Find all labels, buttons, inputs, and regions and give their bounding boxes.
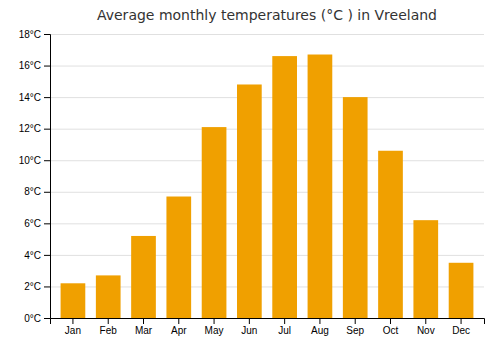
- x-axis: Jan Feb Mar Apr May Jun Jul Aug Sep Oct Nov Dec: [51, 318, 485, 336]
- x-tick-line: [143, 318, 144, 324]
- x-tick-label: Jan: [65, 325, 81, 336]
- axis-domain: [44, 35, 51, 319]
- y-tick: 0°C: [24, 313, 50, 324]
- y-tick-line: [44, 66, 50, 67]
- x-tick: Feb: [100, 318, 118, 336]
- x-tick-line: [284, 318, 285, 324]
- x-tick: Mar: [135, 318, 153, 336]
- grid-tick: [50, 129, 484, 130]
- grid-tick: [50, 160, 484, 161]
- y-tick: 6°C: [24, 218, 50, 229]
- bar: [131, 236, 156, 318]
- y-tick-line: [44, 286, 50, 287]
- x-tick: Sep: [346, 318, 364, 336]
- grid-line: [50, 160, 484, 161]
- y-tick-line: [44, 223, 50, 224]
- grid-tick: [50, 97, 484, 98]
- bar: [413, 220, 438, 318]
- x-tick-line: [461, 318, 462, 324]
- grid-line: [50, 66, 484, 67]
- x-tick-line: [425, 318, 426, 324]
- y-tick: 10°C: [19, 155, 50, 166]
- y-tick-label: 0°C: [24, 313, 41, 324]
- plot: 0°C 2°C 4°C 6°C 8°C 10°C 12°C 14°C 16°C 18°C Jan Fe…: [19, 29, 485, 336]
- grid-line: [50, 192, 484, 193]
- x-tick-line: [390, 318, 391, 324]
- x-tick: Jul: [278, 318, 291, 336]
- y-tick-label: 16°C: [19, 60, 41, 71]
- grid-tick: [50, 192, 484, 193]
- grid-line: [50, 34, 484, 35]
- x-tick-line: [249, 318, 250, 324]
- bar: [378, 151, 403, 318]
- x-tick-label: Feb: [100, 325, 118, 336]
- x-tick: Jun: [241, 318, 257, 336]
- x-tick-label: Nov: [417, 325, 435, 336]
- y-tick-label: 8°C: [24, 186, 41, 197]
- bar: [272, 56, 297, 318]
- y-tick: 18°C: [19, 29, 50, 40]
- x-tick-line: [178, 318, 179, 324]
- y-tick: 8°C: [24, 186, 50, 197]
- x-tick-line: [214, 318, 215, 324]
- x-tick-label: Jul: [278, 325, 291, 336]
- y-tick-line: [44, 34, 50, 35]
- x-tick: May: [205, 318, 224, 336]
- x-tick: Apr: [171, 318, 187, 336]
- bars: [61, 55, 474, 318]
- x-tick-line: [319, 318, 320, 324]
- bar: [308, 55, 333, 318]
- x-tick-label: May: [205, 325, 224, 336]
- bar: [449, 263, 474, 318]
- x-tick-label: Jun: [241, 325, 257, 336]
- x-tick-label: Oct: [383, 325, 399, 336]
- bar: [237, 84, 262, 318]
- x-tick-label: Mar: [135, 325, 153, 336]
- y-tick-line: [44, 192, 50, 193]
- y-tick-label: 10°C: [19, 155, 41, 166]
- bar: [166, 197, 191, 318]
- y-tick-label: 12°C: [19, 123, 41, 134]
- y-tick: 4°C: [24, 250, 50, 261]
- x-tick-line: [355, 318, 356, 324]
- bar: [96, 275, 121, 318]
- x-tick: Dec: [452, 318, 470, 336]
- y-tick-line: [44, 97, 50, 98]
- y-tick: 12°C: [19, 123, 50, 134]
- y-tick-label: 4°C: [24, 250, 41, 261]
- grid-tick: [50, 34, 484, 35]
- title: Average monthly temperatures (°C ) in Vr…: [97, 7, 437, 23]
- x-tick-label: Apr: [171, 325, 187, 336]
- y-tick-label: 6°C: [24, 218, 41, 229]
- grid-line: [50, 129, 484, 130]
- y-tick-line: [44, 129, 50, 130]
- bar: [202, 127, 227, 318]
- bar: [61, 283, 86, 318]
- x-tick: Aug: [311, 318, 329, 336]
- grid-tick: [50, 66, 484, 67]
- y-tick-line: [44, 318, 50, 319]
- y-tick: 2°C: [24, 281, 50, 292]
- y-tick-label: 2°C: [24, 281, 41, 292]
- x-tick: Jan: [65, 318, 81, 336]
- y-axis: 0°C 2°C 4°C 6°C 8°C 10°C 12°C 14°C 16°C 18°C: [19, 29, 51, 324]
- grid-line: [50, 97, 484, 98]
- chart: 0°C 2°C 4°C 6°C 8°C 10°C 12°C 14°C 16°C 18°C Jan Fe…: [0, 0, 500, 350]
- x-tick-label: Aug: [311, 325, 329, 336]
- y-tick-label: 18°C: [19, 29, 41, 40]
- x-tick: Oct: [383, 318, 399, 336]
- x-tick-label: Sep: [346, 325, 364, 336]
- y-tick-label: 14°C: [19, 92, 41, 103]
- bar: [343, 97, 368, 318]
- y-tick-line: [44, 255, 50, 256]
- x-tick-line: [108, 318, 109, 324]
- y-tick: 14°C: [19, 92, 50, 103]
- grid: [50, 35, 484, 319]
- x-tick-line: [72, 318, 73, 324]
- y-tick-line: [44, 160, 50, 161]
- x-tick-label: Dec: [452, 325, 470, 336]
- axis-domain: [51, 319, 485, 325]
- y-tick: 16°C: [19, 60, 50, 71]
- x-tick: Nov: [417, 318, 435, 336]
